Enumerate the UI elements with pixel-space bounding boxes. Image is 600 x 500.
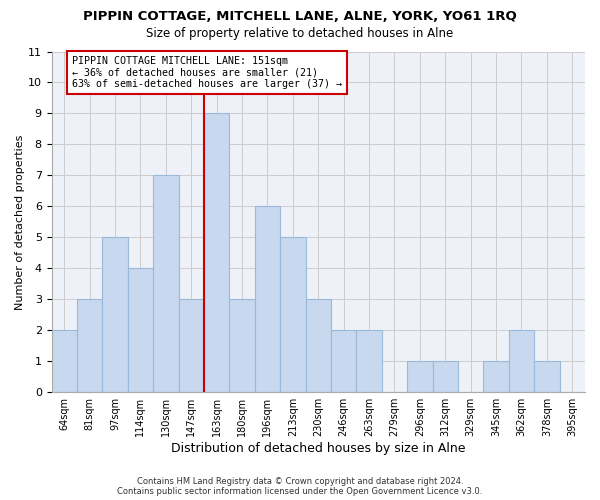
Bar [179, 300, 204, 392]
Text: PIPPIN COTTAGE, MITCHELL LANE, ALNE, YORK, YO61 1RQ: PIPPIN COTTAGE, MITCHELL LANE, ALNE, YOR… [83, 10, 517, 23]
Bar [509, 330, 534, 392]
Bar [305, 300, 331, 392]
Bar [77, 300, 103, 392]
Text: PIPPIN COTTAGE MITCHELL LANE: 151sqm
← 36% of detached houses are smaller (21)
6: PIPPIN COTTAGE MITCHELL LANE: 151sqm ← 3… [72, 56, 342, 90]
Bar [356, 330, 382, 392]
Y-axis label: Number of detached properties: Number of detached properties [15, 134, 25, 310]
X-axis label: Distribution of detached houses by size in Alne: Distribution of detached houses by size … [171, 442, 466, 455]
Bar [280, 238, 305, 392]
Bar [484, 361, 509, 392]
Bar [103, 238, 128, 392]
Bar [331, 330, 356, 392]
Bar [52, 330, 77, 392]
Bar [153, 176, 179, 392]
Text: Size of property relative to detached houses in Alne: Size of property relative to detached ho… [146, 28, 454, 40]
Bar [534, 361, 560, 392]
Bar [433, 361, 458, 392]
Bar [229, 300, 255, 392]
Text: Contains HM Land Registry data © Crown copyright and database right 2024.: Contains HM Land Registry data © Crown c… [137, 477, 463, 486]
Bar [128, 268, 153, 392]
Bar [407, 361, 433, 392]
Bar [204, 114, 229, 392]
Bar [255, 206, 280, 392]
Text: Contains public sector information licensed under the Open Government Licence v3: Contains public sector information licen… [118, 487, 482, 496]
